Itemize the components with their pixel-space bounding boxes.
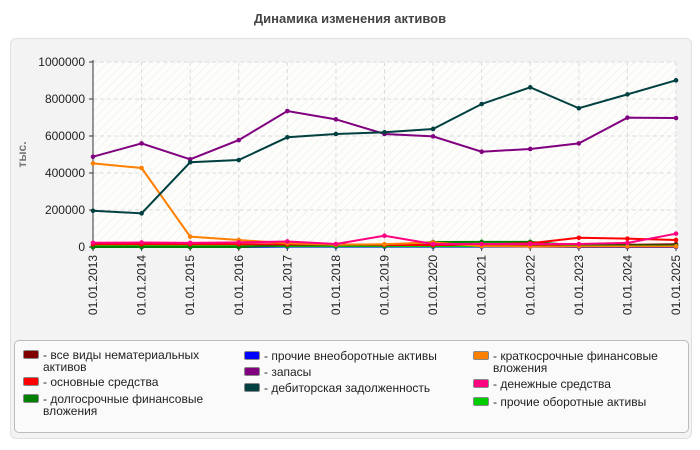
legend-swatch: [23, 377, 39, 386]
data-point: [673, 78, 679, 83]
data-point: [139, 141, 144, 146]
legend-label: - прочие внеоборотные активы: [264, 349, 437, 363]
legend-swatch: [244, 351, 260, 360]
data-point: [90, 161, 96, 166]
data-point: [90, 240, 96, 246]
data-point: [673, 237, 679, 243]
x-tick-label: 01.01.2014: [135, 255, 149, 315]
y-tick-label: 0: [78, 240, 85, 254]
y-tick-label: 400000: [45, 166, 85, 180]
data-point: [285, 134, 290, 140]
x-tick-label: 01.01.2023: [572, 255, 586, 315]
x-tick-label: 01.01.2024: [620, 255, 634, 315]
data-point: [576, 235, 582, 241]
data-point: [187, 240, 193, 246]
x-tick-label: 01.01.2020: [426, 255, 440, 315]
data-point: [479, 149, 484, 155]
data-point: [430, 241, 436, 247]
data-point: [527, 241, 533, 247]
data-point: [333, 241, 339, 247]
series-7: [90, 231, 679, 247]
data-point: [527, 85, 533, 90]
x-tick-label: 01.01.2017: [280, 255, 294, 315]
data-point: [382, 130, 387, 135]
y-tick-label: 1000000: [38, 55, 85, 69]
data-point: [625, 236, 630, 241]
data-point: [479, 101, 484, 107]
legend-label: - все виды нематериальных активов: [43, 348, 200, 374]
legend-swatch: [473, 379, 489, 388]
legend-label: - дебиторская задолженность: [264, 381, 431, 395]
x-tick-label: 01.01.2015: [183, 255, 197, 315]
data-point: [673, 244, 679, 249]
data-point: [333, 117, 339, 122]
legend: - все виды нематериальных активов - осно…: [14, 340, 689, 433]
series-5: [90, 78, 679, 216]
x-tick-label: 01.01.2018: [329, 255, 343, 315]
legend-label: - долгосрочные финансовые вложения: [43, 392, 204, 418]
data-point: [382, 233, 387, 239]
data-point: [285, 239, 290, 244]
data-point: [430, 126, 436, 132]
chart-title: Динамика изменения активов: [253, 11, 447, 26]
y-tick-label: 600000: [45, 129, 85, 143]
x-tick-label: 01.01.2022: [523, 255, 537, 315]
data-point: [236, 157, 242, 163]
y-tick-label: 800000: [45, 92, 85, 106]
legend-swatch: [473, 351, 489, 360]
data-point: [430, 134, 436, 139]
x-tick-label: 01.01.2021: [475, 255, 489, 315]
data-point: [236, 137, 242, 143]
data-point: [285, 108, 290, 114]
data-point: [187, 234, 193, 239]
data-point: [625, 244, 630, 249]
data-point: [90, 154, 96, 160]
data-point: [139, 211, 144, 216]
x-tick-label: 01.01.2016: [232, 255, 246, 315]
data-point: [625, 115, 630, 120]
x-tick-label: 01.01.2019: [378, 255, 392, 315]
legend-label: - прочие оборотные активы: [493, 395, 647, 409]
data-point: [187, 159, 193, 165]
legend-label: - денежные средства: [493, 377, 611, 391]
data-point: [139, 240, 144, 245]
x-tick-label: 01.01.2025: [669, 255, 683, 315]
legend-label: - запасы: [264, 365, 312, 379]
data-point: [625, 92, 630, 97]
legend-swatch: [23, 394, 39, 403]
data-point: [382, 241, 387, 247]
data-point: [576, 141, 582, 146]
data-point: [673, 231, 679, 236]
data-point: [236, 240, 242, 245]
legend-label: - основные средства: [43, 375, 159, 389]
data-point: [90, 208, 96, 214]
x-tick-label: 01.01.2013: [86, 255, 100, 315]
data-point: [673, 115, 679, 121]
legend-swatch: [244, 383, 260, 392]
data-point: [576, 105, 582, 111]
line-chart: 0 200000 400000 600000 800000 1000000 01.01.20…: [15, 55, 683, 315]
y-axis-label: тыс.: [15, 141, 29, 167]
data-point: [625, 240, 630, 246]
legend-swatch: [473, 397, 489, 406]
data-point: [527, 146, 533, 152]
legend-swatch: [244, 367, 260, 376]
data-point: [576, 241, 582, 247]
data-point: [139, 165, 144, 171]
legend-label: - краткосрочные финансовые вложения: [493, 349, 658, 375]
data-point: [479, 241, 484, 247]
y-tick-label: 200000: [45, 203, 85, 217]
legend-swatch: [23, 350, 39, 359]
data-point: [333, 131, 339, 137]
